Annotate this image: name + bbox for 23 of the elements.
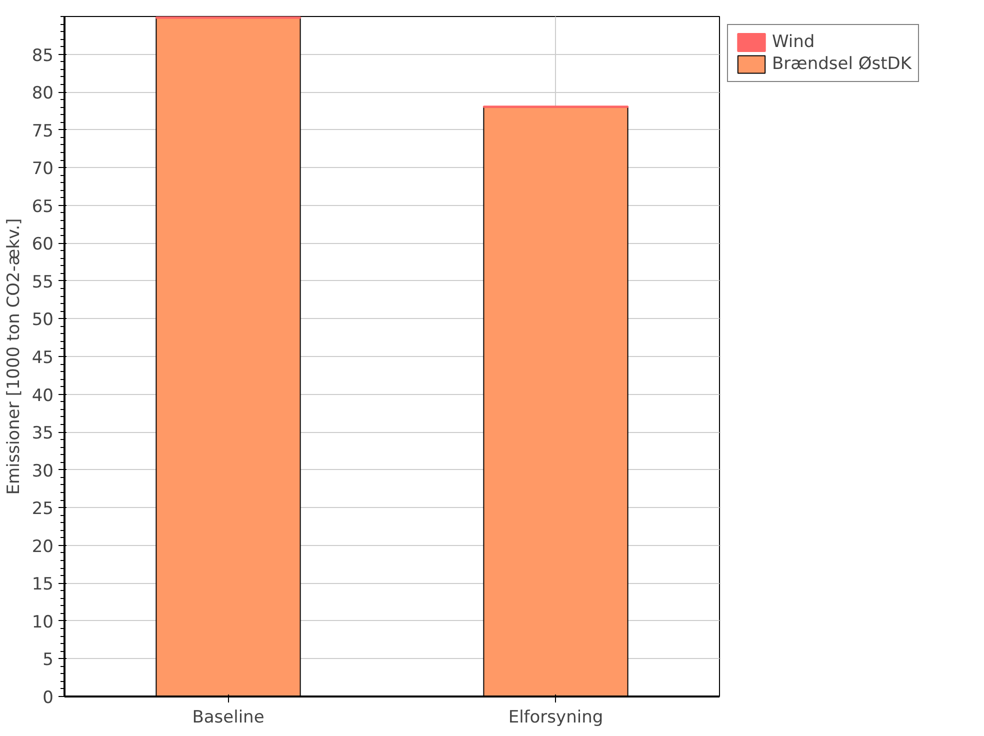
y-tick-label: 65 bbox=[32, 196, 54, 217]
legend-label: Brændsel ØstDK bbox=[772, 54, 912, 74]
y-tick-label: 40 bbox=[32, 386, 54, 406]
y-tick-label: 35 bbox=[32, 424, 54, 444]
y-tick-label: 55 bbox=[32, 272, 54, 292]
y-tick-label: 80 bbox=[32, 84, 54, 104]
x-tick-label: Baseline bbox=[192, 708, 264, 728]
y-tick-label: 60 bbox=[32, 234, 54, 255]
y-tick-label: 50 bbox=[32, 310, 54, 330]
y-tick-label: 5 bbox=[42, 650, 54, 670]
y-tick-label: 25 bbox=[32, 499, 54, 520]
y-tick-label: 70 bbox=[32, 159, 54, 180]
y-tick-label: 85 bbox=[32, 46, 54, 66]
legend-label: Wind bbox=[772, 32, 815, 52]
x-tick-label: Elforsyning bbox=[508, 708, 604, 728]
y-axis-title: Emissioner [1000 ton CO2-ækv.] bbox=[4, 218, 24, 495]
y-tick-label: 20 bbox=[32, 536, 54, 557]
y-tick-label: 75 bbox=[32, 121, 54, 142]
y-tick-label: 0 bbox=[42, 688, 54, 708]
y-tick-label: 30 bbox=[32, 461, 54, 482]
y-tick-label: 15 bbox=[32, 574, 54, 595]
y-tick-label: 45 bbox=[32, 348, 54, 368]
y-tick-label: 10 bbox=[32, 612, 54, 632]
